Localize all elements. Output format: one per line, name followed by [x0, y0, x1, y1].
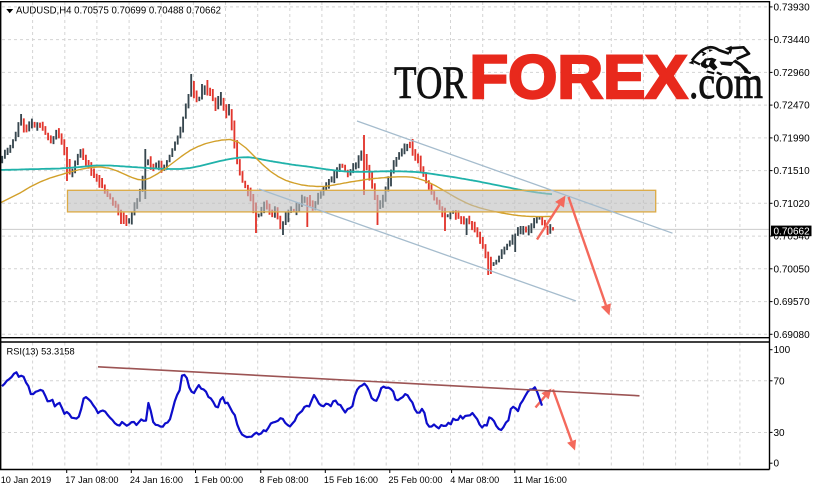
svg-text:RSI(13) 53.3158: RSI(13) 53.3158	[7, 347, 75, 357]
svg-text:0.71510: 0.71510	[774, 166, 811, 177]
svg-text:0.70540: 0.70540	[774, 232, 811, 243]
svg-text:4 Mar 08:00: 4 Mar 08:00	[450, 475, 499, 485]
svg-text:10 Jan 2019: 10 Jan 2019	[1, 475, 52, 485]
svg-text:0.69080: 0.69080	[774, 330, 811, 341]
svg-text:0.71020: 0.71020	[774, 199, 811, 210]
svg-text:11 Mar 16:00: 11 Mar 16:00	[513, 475, 566, 485]
svg-text:FOREX: FOREX	[470, 43, 688, 111]
svg-text:.com: .com	[689, 58, 763, 108]
svg-text:15 Feb 16:00: 15 Feb 16:00	[324, 475, 378, 485]
svg-text:0: 0	[774, 459, 780, 470]
svg-text:0.71990: 0.71990	[774, 133, 811, 144]
svg-text:0.72470: 0.72470	[774, 101, 811, 112]
svg-text:100: 100	[774, 345, 791, 356]
svg-text:8 Feb 08:00: 8 Feb 08:00	[259, 475, 308, 485]
svg-text:0.73440: 0.73440	[774, 35, 811, 46]
svg-text:0.70662: 0.70662	[774, 226, 811, 237]
svg-text:AUDUSD,H4 0.70575 0.70699 0.7: AUDUSD,H4 0.70575 0.70699 0.70488 0.7066…	[16, 5, 221, 17]
svg-text:TOR: TOR	[394, 57, 468, 109]
svg-text:0.69570: 0.69570	[774, 297, 811, 308]
svg-text:70: 70	[774, 376, 786, 387]
svg-text:30: 30	[774, 428, 786, 439]
svg-text:25 Feb 00:00: 25 Feb 00:00	[388, 475, 442, 485]
svg-text:1 Feb 00:00: 1 Feb 00:00	[194, 475, 243, 485]
svg-text:17 Jan 08:00: 17 Jan 08:00	[65, 475, 118, 485]
svg-text:0.73930: 0.73930	[774, 2, 811, 13]
svg-text:0.72960: 0.72960	[774, 68, 811, 79]
svg-text:0.70050: 0.70050	[774, 264, 811, 275]
svg-text:24 Jan 16:00: 24 Jan 16:00	[130, 475, 183, 485]
